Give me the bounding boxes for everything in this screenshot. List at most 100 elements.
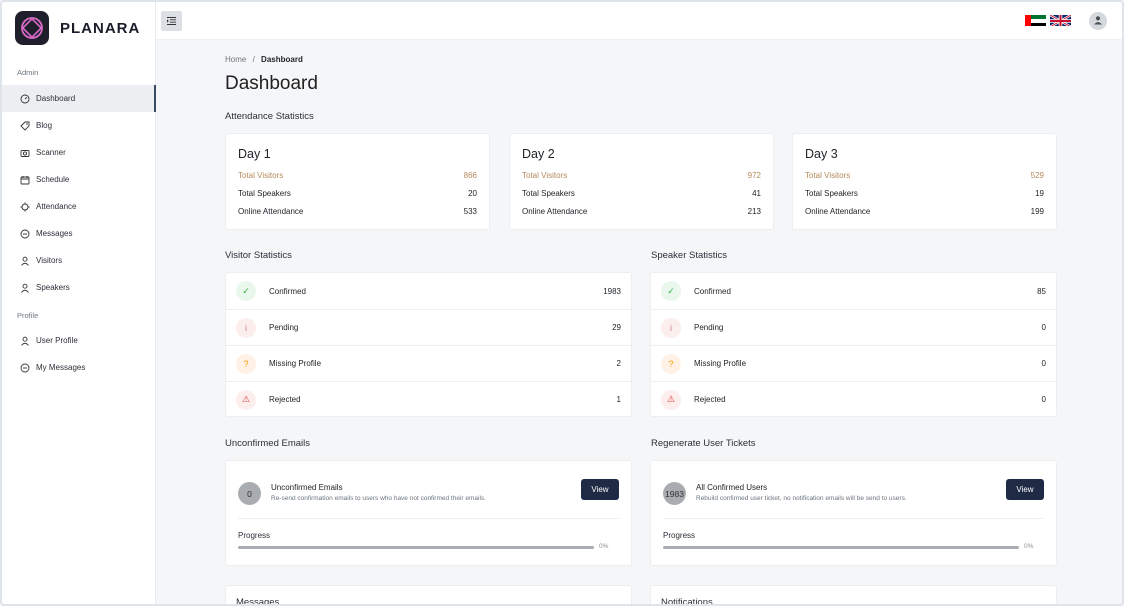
info-icon: i xyxy=(661,317,681,338)
item-title: Unconfirmed Emails xyxy=(271,483,343,492)
breadcrumb-current: Dashboard xyxy=(261,55,303,64)
check-icon: ✓ xyxy=(661,281,681,301)
sidebar-item-messages[interactable]: Messages xyxy=(2,220,156,247)
stat-value: 0 xyxy=(1041,395,1046,404)
progress-label: Progress xyxy=(238,531,271,540)
brand-name: PLANARA xyxy=(60,19,141,37)
stat-label: Confirmed xyxy=(694,286,731,296)
stat-row-rejected: ⚠ Rejected 0 xyxy=(651,381,1056,417)
user-icon xyxy=(20,256,30,266)
stat-value: 1 xyxy=(616,395,621,404)
notifications-card: Notifications xyxy=(650,585,1057,606)
item-title: All Confirmed Users xyxy=(696,483,768,492)
unconfirmed-emails-title: Unconfirmed Emails xyxy=(225,438,310,449)
stat-value: 29 xyxy=(612,323,621,332)
camera-icon xyxy=(20,148,30,158)
count-badge: 0 xyxy=(238,482,261,505)
user-avatar-icon xyxy=(1093,12,1103,30)
total-visitors-row: Total Visitors 972 xyxy=(522,171,761,180)
uae-flag-icon[interactable] xyxy=(1025,14,1046,26)
sidebar-item-blog[interactable]: Blog xyxy=(2,112,156,139)
sidebar-item-label: Attendance xyxy=(36,202,77,211)
question-icon: ? xyxy=(236,353,256,374)
sidebar-item-speakers[interactable]: Speakers xyxy=(2,274,156,301)
uk-flag-icon[interactable] xyxy=(1050,14,1071,26)
indent-menu-icon xyxy=(167,12,176,30)
stat-row-confirmed: ✓ Confirmed 1983 xyxy=(226,273,631,309)
user-avatar[interactable] xyxy=(1089,12,1107,30)
stat-value: 2 xyxy=(616,359,621,368)
warning-triangle-icon: ⚠ xyxy=(236,389,256,410)
target-icon xyxy=(20,202,30,212)
speaker-stats-card: ✓ Confirmed 85 i Pending 0 ? Missing Pro… xyxy=(650,272,1057,417)
stat-label: Pending xyxy=(694,323,724,332)
stat-label: Confirmed xyxy=(269,286,306,296)
topbar xyxy=(156,2,1122,40)
progress-bar xyxy=(238,546,594,549)
progress-bar xyxy=(663,546,1019,549)
total-speakers-value: 41 xyxy=(752,189,761,198)
day-card-3: Day 3 Total Visitors 529 Total Speakers 19… xyxy=(792,133,1057,230)
brand[interactable]: PLANARA xyxy=(15,11,140,45)
view-confirmed-users-button[interactable]: View xyxy=(1006,479,1044,500)
stat-label: Missing Profile xyxy=(269,359,322,368)
sidebar-item-label: Visitors xyxy=(36,256,63,265)
total-visitors-value: 972 xyxy=(747,171,761,180)
progress-percent: 0% xyxy=(1024,543,1034,550)
user-icon xyxy=(20,336,30,346)
total-speakers-value: 19 xyxy=(1035,189,1044,198)
stat-row-missing-profile: ? Missing Profile 2 xyxy=(226,345,631,381)
total-visitors-row: Total Visitors 529 xyxy=(805,171,1044,180)
messages-card: Messages xyxy=(225,585,632,606)
view-unconfirmed-button[interactable]: View xyxy=(581,479,619,500)
stat-value: 85 xyxy=(1037,286,1046,296)
sidebar-item-label: Scanner xyxy=(36,148,66,157)
breadcrumb-home-link[interactable]: Home xyxy=(225,55,247,64)
day-title: Day 3 xyxy=(805,147,838,161)
sidebar-item-my-messages[interactable]: My Messages xyxy=(2,354,156,381)
online-attendance-row: Online Attendance 533 xyxy=(238,207,477,216)
speaker-stats-title: Speaker Statistics xyxy=(651,250,728,261)
count-badge: 1983 xyxy=(663,482,686,505)
divider xyxy=(238,518,619,519)
divider xyxy=(663,518,1044,519)
total-speakers-label: Total Speakers xyxy=(238,189,291,198)
online-attendance-value: 533 xyxy=(463,207,477,216)
sidebar-item-label: User Profile xyxy=(36,336,78,345)
gauge-icon xyxy=(20,94,30,104)
total-visitors-label: Total Visitors xyxy=(805,171,851,180)
online-attendance-value: 199 xyxy=(1030,207,1044,216)
stat-label: Rejected xyxy=(269,395,301,404)
chat-icon xyxy=(20,229,30,239)
stat-row-rejected: ⚠ Rejected 1 xyxy=(226,381,631,417)
online-attendance-label: Online Attendance xyxy=(522,207,588,216)
notifications-card-title: Notifications xyxy=(661,597,713,606)
planara-logo-icon xyxy=(15,11,49,45)
stat-row-confirmed: ✓ Confirmed 85 xyxy=(651,273,1056,309)
sidebar-item-label: Blog xyxy=(36,121,53,130)
stat-row-pending: i Pending 0 xyxy=(651,309,1056,345)
sidebar-item-dashboard[interactable]: Dashboard xyxy=(2,85,156,112)
sidebar-item-user-profile[interactable]: User Profile xyxy=(2,327,156,354)
sidebar-item-attendance[interactable]: Attendance xyxy=(2,193,156,220)
menu-toggle-button[interactable] xyxy=(161,11,182,31)
total-speakers-row: Total Speakers 41 xyxy=(522,189,761,198)
sidebar-item-visitors[interactable]: Visitors xyxy=(2,247,156,274)
sidebar-item-schedule[interactable]: Schedule xyxy=(2,166,156,193)
stat-value: 1983 xyxy=(603,286,621,296)
total-visitors-row: Total Visitors 866 xyxy=(238,171,477,180)
sidebar-item-label: Speakers xyxy=(36,283,70,292)
total-speakers-label: Total Speakers xyxy=(805,189,858,198)
total-speakers-value: 20 xyxy=(468,189,477,198)
sidebar-item-scanner[interactable]: Scanner xyxy=(2,139,156,166)
stat-row-missing-profile: ? Missing Profile 0 xyxy=(651,345,1056,381)
breadcrumb: Home / Dashboard xyxy=(225,55,303,64)
confirmed-users-row: 1983 All Confirmed Users Rebuild confirm… xyxy=(663,479,1044,519)
sidebar-item-label: Dashboard xyxy=(36,94,76,103)
stat-label: Pending xyxy=(269,323,299,332)
messages-card-title: Messages xyxy=(236,597,280,606)
sidebar-item-label: Schedule xyxy=(36,175,70,184)
regenerate-tickets-card: 1983 All Confirmed Users Rebuild confirm… xyxy=(650,460,1057,566)
progress-label: Progress xyxy=(663,531,696,540)
sidebar: PLANARA Admin Dashboard Blog Scanner Sch… xyxy=(2,2,156,604)
